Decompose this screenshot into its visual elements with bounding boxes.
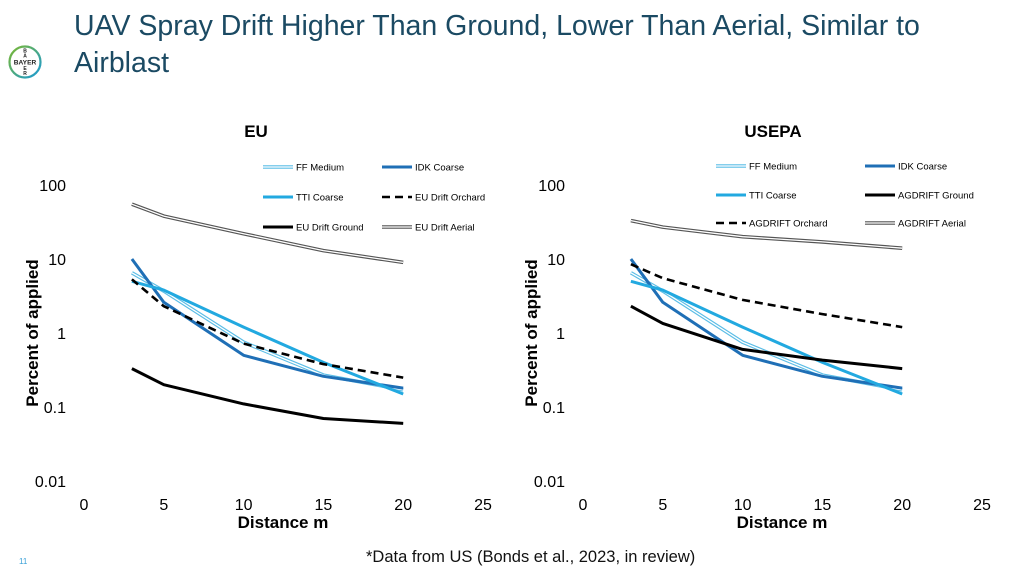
usepa-legend-label-agdrift-ground: AGDRIFT Ground	[898, 191, 974, 202]
eu-legend-item-eu-drift-orchard: EU Drift Orchard	[382, 193, 485, 204]
eu-chart-title: EU	[244, 122, 268, 141]
bayer-logo: BAYER BA ER	[8, 45, 42, 79]
eu-xtick-label: 20	[394, 497, 412, 514]
usepa-xtick-label: 10	[734, 497, 752, 514]
eu-ytick-label: 100	[39, 178, 66, 195]
eu-legend-item-ff-medium: FF Medium	[263, 163, 344, 174]
eu-y-axis-label: Percent of applied	[23, 259, 42, 406]
eu-line-eu-drift-orchard	[131, 278, 404, 379]
usepa-series-tti-coarse	[630, 279, 903, 396]
usepa-legend-item-agdrift-orchard: AGDRIFT Orchard	[716, 219, 827, 230]
eu-legend-item-tti-coarse: TTI Coarse	[263, 193, 344, 204]
usepa-line-idk-coarse	[629, 258, 903, 390]
usepa-ytick-label: 100	[538, 178, 565, 195]
usepa-legend-item-tti-coarse: TTI Coarse	[716, 191, 797, 202]
page-number: 11	[19, 557, 28, 566]
svg-text:R: R	[23, 71, 27, 77]
eu-ytick-label: 0.1	[44, 400, 66, 417]
slide-title: UAV Spray Drift Higher Than Ground, Lowe…	[74, 10, 920, 79]
svg-text:A: A	[23, 53, 27, 59]
eu-xtick-label: 0	[80, 497, 89, 514]
eu-series-tti-coarse	[131, 279, 404, 396]
eu-legend-label-eu-drift-orchard: EU Drift Orchard	[415, 193, 485, 204]
usepa-ytick-label: 1	[556, 326, 565, 343]
usepa-legend-label-tti-coarse: TTI Coarse	[749, 191, 797, 202]
usepa-ytick-label: 10	[547, 252, 565, 269]
eu-xtick-label: 15	[315, 497, 333, 514]
svg-text:BAYER: BAYER	[14, 60, 37, 67]
usepa-xtick-label: 15	[814, 497, 832, 514]
usepa-line-ff-medium-inner	[630, 272, 903, 391]
eu-legend-item-eu-drift-ground: EU Drift Ground	[263, 223, 364, 234]
usepa-y-axis-label: Percent of applied	[522, 259, 541, 406]
usepa-legend-item-ff-medium: FF Medium	[716, 162, 797, 173]
eu-legend-label-ff-medium: FF Medium	[296, 163, 344, 174]
eu-legend-label-eu-drift-ground: EU Drift Ground	[296, 223, 364, 234]
svg-text:B: B	[23, 48, 27, 54]
eu-legend-label-eu-drift-aerial: EU Drift Aerial	[415, 223, 475, 234]
usepa-xtick-label: 5	[658, 497, 667, 514]
usepa-series-agdrift-aerial	[630, 218, 903, 250]
usepa-line-ff-medium	[630, 271, 903, 392]
usepa-xtick-label: 20	[893, 497, 911, 514]
eu-series-eu-drift-orchard	[131, 278, 404, 379]
eu-legend-item-idk-coarse: IDK Coarse	[382, 163, 464, 174]
usepa-legend-item-agdrift-aerial: AGDRIFT Aerial	[865, 219, 966, 230]
usepa-legend-label-agdrift-orchard: AGDRIFT Orchard	[749, 219, 827, 230]
usepa-series-agdrift-orchard	[630, 263, 903, 329]
eu-ytick-label: 0.01	[35, 474, 66, 491]
usepa-legend-item-agdrift-ground: AGDRIFT Ground	[865, 191, 974, 202]
eu-legend-label-tti-coarse: TTI Coarse	[296, 193, 344, 204]
usepa-ytick-label: 0.1	[543, 400, 565, 417]
eu-ytick-label: 1	[57, 326, 66, 343]
eu-series-eu-drift-aerial	[131, 202, 404, 265]
usepa-ytick-label: 0.01	[534, 474, 565, 491]
usepa-legend-label-idk-coarse: IDK Coarse	[898, 162, 947, 173]
footnote: *Data from US (Bonds et al., 2023, in re…	[366, 548, 696, 566]
eu-ytick-label: 10	[48, 252, 66, 269]
usepa-legend-label-agdrift-aerial: AGDRIFT Aerial	[898, 219, 966, 230]
eu-series-eu-drift-ground	[131, 367, 404, 425]
usepa-series-ff-medium	[630, 271, 903, 392]
usepa-xtick-label: 0	[579, 497, 588, 514]
eu-legend-item-eu-drift-aerial: EU Drift Aerial	[382, 223, 475, 234]
usepa-chart-title: USEPA	[744, 122, 801, 141]
eu-xtick-label: 25	[474, 497, 492, 514]
eu-x-axis-label: Distance m	[238, 513, 329, 532]
usepa-series-agdrift-ground	[630, 304, 903, 371]
usepa-x-axis-label: Distance m	[737, 513, 828, 532]
usepa-series-idk-coarse	[629, 258, 903, 390]
usepa-legend-label-ff-medium: FF Medium	[749, 162, 797, 173]
eu-xtick-label: 5	[159, 497, 168, 514]
eu-legend-label-idk-coarse: IDK Coarse	[415, 163, 464, 174]
usepa-xtick-label: 25	[973, 497, 991, 514]
usepa-legend-item-idk-coarse: IDK Coarse	[865, 162, 947, 173]
eu-xtick-label: 10	[235, 497, 253, 514]
svg-text:E: E	[23, 66, 27, 72]
